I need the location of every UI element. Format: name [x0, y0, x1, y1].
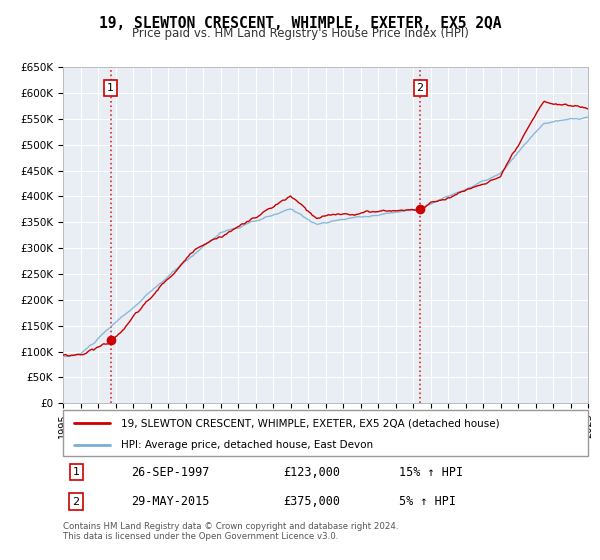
Text: 26-SEP-1997: 26-SEP-1997	[131, 465, 209, 479]
Text: 15% ↑ HPI: 15% ↑ HPI	[399, 465, 463, 479]
Text: £123,000: £123,000	[284, 465, 341, 479]
Text: HPI: Average price, detached house, East Devon: HPI: Average price, detached house, East…	[121, 440, 373, 450]
Text: 2: 2	[73, 497, 80, 507]
Text: 1: 1	[107, 83, 114, 93]
Text: 1: 1	[73, 467, 80, 477]
Text: 19, SLEWTON CRESCENT, WHIMPLE, EXETER, EX5 2QA (detached house): 19, SLEWTON CRESCENT, WHIMPLE, EXETER, E…	[121, 418, 499, 428]
Text: 19, SLEWTON CRESCENT, WHIMPLE, EXETER, EX5 2QA: 19, SLEWTON CRESCENT, WHIMPLE, EXETER, E…	[99, 16, 501, 31]
Text: £375,000: £375,000	[284, 495, 341, 508]
Text: 2: 2	[416, 83, 424, 93]
Text: Contains HM Land Registry data © Crown copyright and database right 2024.: Contains HM Land Registry data © Crown c…	[63, 522, 398, 531]
FancyBboxPatch shape	[63, 410, 588, 456]
Text: 5% ↑ HPI: 5% ↑ HPI	[399, 495, 456, 508]
Text: 29-MAY-2015: 29-MAY-2015	[131, 495, 209, 508]
Text: This data is licensed under the Open Government Licence v3.0.: This data is licensed under the Open Gov…	[63, 532, 338, 541]
Text: Price paid vs. HM Land Registry's House Price Index (HPI): Price paid vs. HM Land Registry's House …	[131, 27, 469, 40]
